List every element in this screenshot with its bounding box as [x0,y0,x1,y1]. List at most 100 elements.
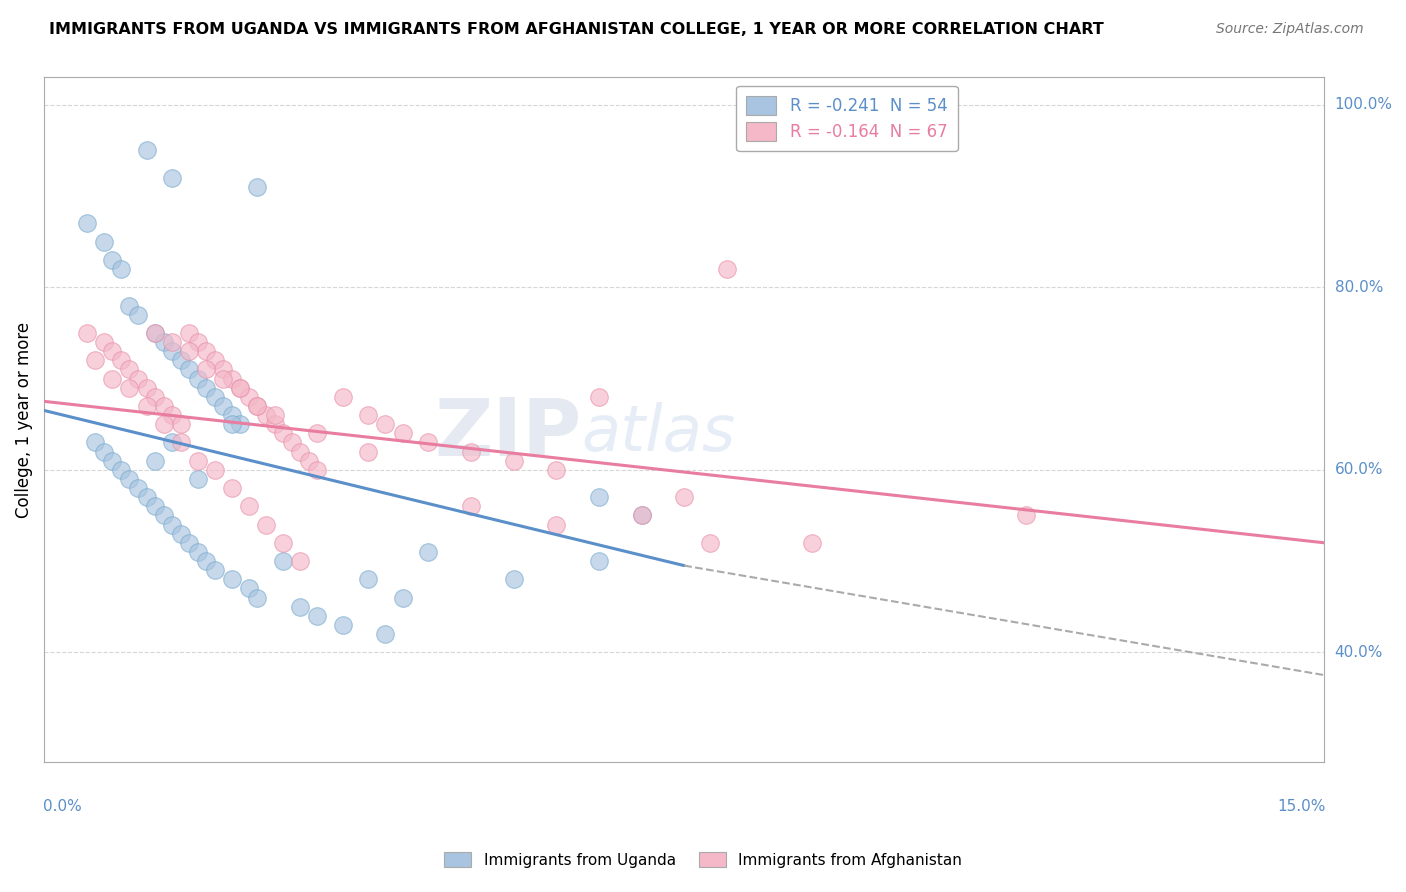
Point [460,500,482,514]
Point [212,362,235,376]
Point [204,353,226,368]
Point [221,417,243,432]
Point [263,408,285,422]
Point [101,252,124,267]
Point [152,508,174,523]
Point [391,426,413,441]
Point [357,444,380,458]
Text: 100.0%: 100.0% [1334,97,1392,112]
Point [502,572,524,586]
Point [229,381,252,395]
Point [187,453,209,467]
Point [221,481,243,495]
Point [221,408,243,422]
Legend: Immigrants from Uganda, Immigrants from Afghanistan: Immigrants from Uganda, Immigrants from … [436,844,970,875]
Point [307,608,329,623]
Point [307,426,329,441]
Point [143,326,166,340]
Point [187,545,209,559]
Point [204,563,226,577]
Point [160,435,183,450]
Point [271,426,294,441]
Point [169,526,191,541]
Point [110,262,132,277]
Point [588,390,610,404]
Point [238,390,260,404]
Point [271,536,294,550]
Point [374,627,396,641]
Point [179,344,201,359]
Text: 60.0%: 60.0% [1334,462,1384,477]
Point [204,463,226,477]
Point [160,344,183,359]
Point [716,262,738,277]
Point [288,444,311,458]
Point [588,554,610,568]
Point [187,334,209,349]
Point [118,362,141,376]
Text: 80.0%: 80.0% [1334,280,1384,294]
Point [195,381,218,395]
Point [143,453,166,467]
Point [254,517,277,532]
Point [332,618,354,632]
Point [152,399,174,413]
Point [288,599,311,614]
Text: atlas: atlas [582,402,735,465]
Point [263,417,285,432]
Point [357,408,380,422]
Point [238,500,260,514]
Point [332,390,354,404]
Point [152,334,174,349]
Point [187,472,209,486]
Point [101,371,124,385]
Point [110,463,132,477]
Point [460,444,482,458]
Point [160,408,183,422]
Point [288,554,311,568]
Point [152,417,174,432]
Y-axis label: College, 1 year or more: College, 1 year or more [15,321,32,517]
Point [135,399,157,413]
Point [221,371,243,385]
Text: IMMIGRANTS FROM UGANDA VS IMMIGRANTS FROM AFGHANISTAN COLLEGE, 1 YEAR OR MORE CO: IMMIGRANTS FROM UGANDA VS IMMIGRANTS FRO… [49,22,1104,37]
Point [229,417,252,432]
Point [630,508,652,523]
Point [169,417,191,432]
Point [84,353,107,368]
Point [93,334,115,349]
Point [246,180,269,194]
Point [179,326,201,340]
Point [179,362,201,376]
Point [118,472,141,486]
Point [630,508,652,523]
Point [254,408,277,422]
Text: 0.0%: 0.0% [42,799,82,814]
Point [238,582,260,596]
Point [101,453,124,467]
Point [221,572,243,586]
Point [418,435,440,450]
Point [246,399,269,413]
Point [160,517,183,532]
Point [169,353,191,368]
Point [76,216,98,230]
Point [246,591,269,605]
Point [307,463,329,477]
Point [246,399,269,413]
Point [187,371,209,385]
Legend: R = -0.241  N = 54, R = -0.164  N = 67: R = -0.241 N = 54, R = -0.164 N = 67 [737,86,957,151]
Point [118,381,141,395]
Point [195,362,218,376]
Point [195,554,218,568]
Point [93,235,115,249]
Point [546,517,568,532]
Text: ZIP: ZIP [434,394,582,472]
Point [160,170,183,185]
Point [391,591,413,605]
Point [374,417,396,432]
Point [143,326,166,340]
Point [229,381,252,395]
Point [673,490,696,504]
Point [588,490,610,504]
